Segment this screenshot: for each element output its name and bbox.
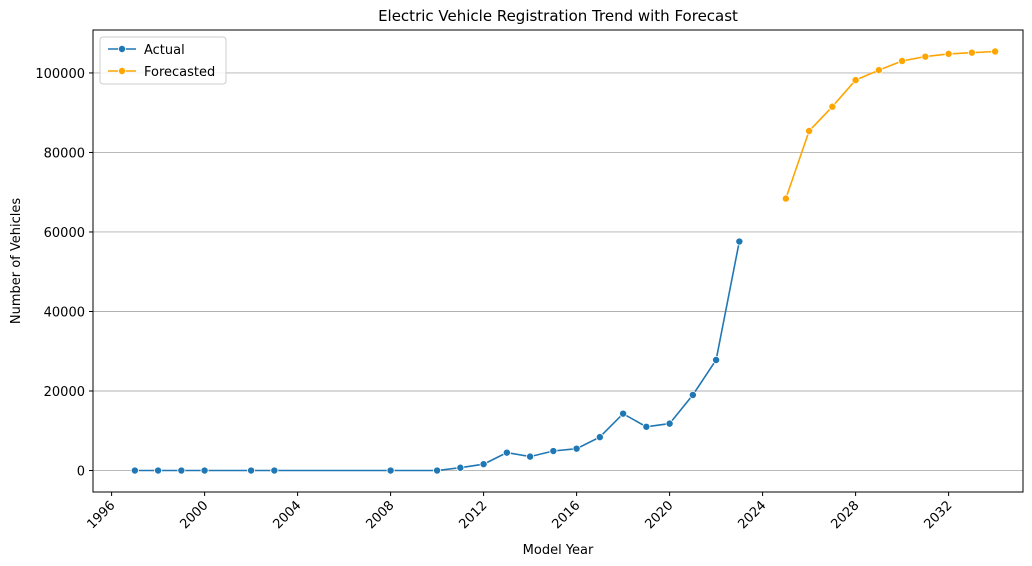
x-tick-label: 2016	[549, 498, 583, 532]
plot-area	[131, 48, 998, 474]
data-point-actual	[643, 423, 650, 430]
y-tick-label: 40000	[44, 305, 85, 320]
x-axis-label: Model Year	[523, 543, 594, 558]
y-tick-label: 0	[77, 465, 85, 480]
data-point-actual	[387, 467, 394, 474]
data-point-actual	[689, 391, 696, 398]
data-point-forecasted	[968, 49, 975, 56]
legend-marker-actual	[118, 45, 125, 52]
data-point-forecasted	[945, 50, 952, 57]
y-axis-label: Number of Vehicles	[9, 198, 24, 325]
legend: Actual Forecasted	[100, 37, 226, 84]
data-point-actual	[248, 467, 255, 474]
x-tick-label: 2012	[456, 498, 490, 532]
series-line-forecasted	[786, 52, 995, 199]
x-tick-label: 2024	[735, 498, 769, 532]
data-point-actual	[713, 356, 720, 363]
data-point-forecasted	[852, 76, 859, 83]
x-tick-label: 2004	[270, 498, 304, 532]
y-axis: 0 20000 40000 60000 80000 100000	[35, 67, 93, 480]
data-point-forecasted	[899, 57, 906, 64]
data-point-forecasted	[829, 103, 836, 110]
x-tick-label: 2020	[642, 498, 676, 532]
legend-label-actual: Actual	[144, 43, 185, 58]
data-point-actual	[271, 467, 278, 474]
legend-label-forecasted: Forecasted	[144, 65, 215, 80]
data-point-forecasted	[922, 53, 929, 60]
plot-frame	[93, 30, 1023, 492]
grid	[93, 73, 1023, 471]
data-point-actual	[457, 464, 464, 471]
y-tick-label: 100000	[35, 67, 85, 82]
data-point-actual	[596, 434, 603, 441]
data-point-actual	[550, 447, 557, 454]
series-line-actual	[135, 242, 740, 471]
data-point-actual	[736, 238, 743, 245]
x-tick-label: 2032	[921, 498, 955, 532]
y-tick-label: 20000	[44, 385, 85, 400]
data-point-forecasted	[782, 195, 789, 202]
x-tick-label: 1996	[84, 498, 118, 532]
x-axis: 1996 2000 2004 2008 2012 2016 2020 2024 2028 2032	[84, 492, 955, 532]
data-point-actual	[503, 449, 510, 456]
chart-title: Electric Vehicle Registration Trend with…	[378, 7, 738, 25]
y-tick-label: 80000	[44, 146, 85, 161]
data-point-actual	[573, 445, 580, 452]
data-point-actual	[527, 453, 534, 460]
data-point-actual	[480, 461, 487, 468]
data-point-actual	[131, 467, 138, 474]
data-point-forecasted	[806, 127, 813, 134]
data-point-forecasted	[992, 48, 999, 55]
data-point-actual	[155, 467, 162, 474]
x-tick-label: 2000	[177, 498, 211, 532]
x-tick-label: 2028	[828, 498, 862, 532]
data-point-actual	[201, 467, 208, 474]
y-tick-label: 60000	[44, 226, 85, 241]
data-point-forecasted	[875, 67, 882, 74]
x-tick-label: 2008	[363, 498, 397, 532]
data-point-actual	[620, 410, 627, 417]
data-point-actual	[434, 467, 441, 474]
data-point-actual	[666, 420, 673, 427]
data-point-actual	[178, 467, 185, 474]
legend-marker-forecasted	[118, 67, 125, 74]
